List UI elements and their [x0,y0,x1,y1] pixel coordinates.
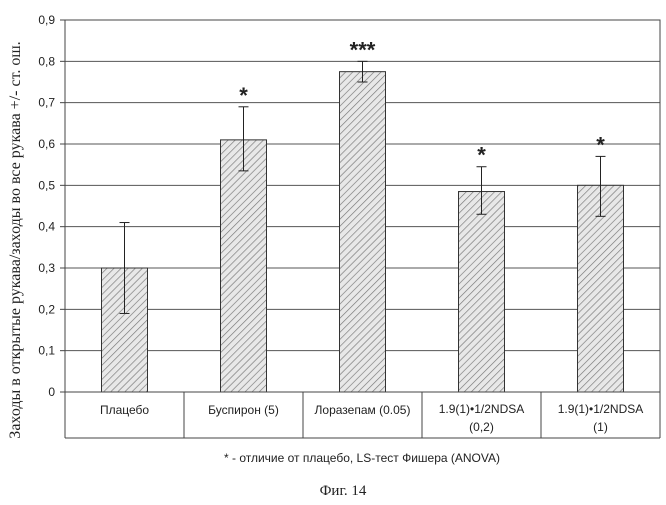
y-tick-labels: 0 0,1 0,2 0,3 0,4 0,5 0,6 0,7 0,8 0,9 [38,13,55,399]
category-label: Плацебо [100,403,149,417]
bars [102,72,624,392]
category-table: Плацебо Буспирон (5) Лоразепам (0.05) 1.9(1… [65,392,660,438]
category-label: (1) [593,420,608,434]
y-tick-label: 0,9 [38,13,55,27]
bar [221,140,267,392]
y-tick-label: 0,2 [38,302,55,316]
y-tick-label: 0,7 [38,96,55,110]
y-tick-label: 0 [48,385,55,399]
category-label: Лоразепам (0.05) [315,403,411,417]
y-tick-label: 0,6 [38,137,55,151]
y-tick-label: 0,5 [38,178,55,192]
bar [459,192,505,392]
significance-marker: * [239,83,248,108]
category-label: (0,2) [469,420,494,434]
category-label: 1.9(1)•1/2NDSA [439,402,525,416]
y-tick-label: 0,4 [38,220,55,234]
y-tick-label: 0,3 [38,261,55,275]
y-tick-label: 0,1 [38,344,55,358]
footnote: * - отличие от плацебо, LS-тест Фишера (… [224,451,500,465]
bar [340,72,386,392]
significance-marker: *** [350,37,376,62]
y-tick-label: 0,8 [38,54,55,68]
category-label: Буспирон (5) [208,403,279,417]
category-label: 1.9(1)•1/2NDSA [558,402,644,416]
y-axis-label: Заходы в открытые рукава/заходы во все р… [7,41,24,438]
figure-caption: Фиг. 14 [320,483,367,499]
significance-marker: * [477,143,486,168]
significance-marker: * [596,132,605,157]
